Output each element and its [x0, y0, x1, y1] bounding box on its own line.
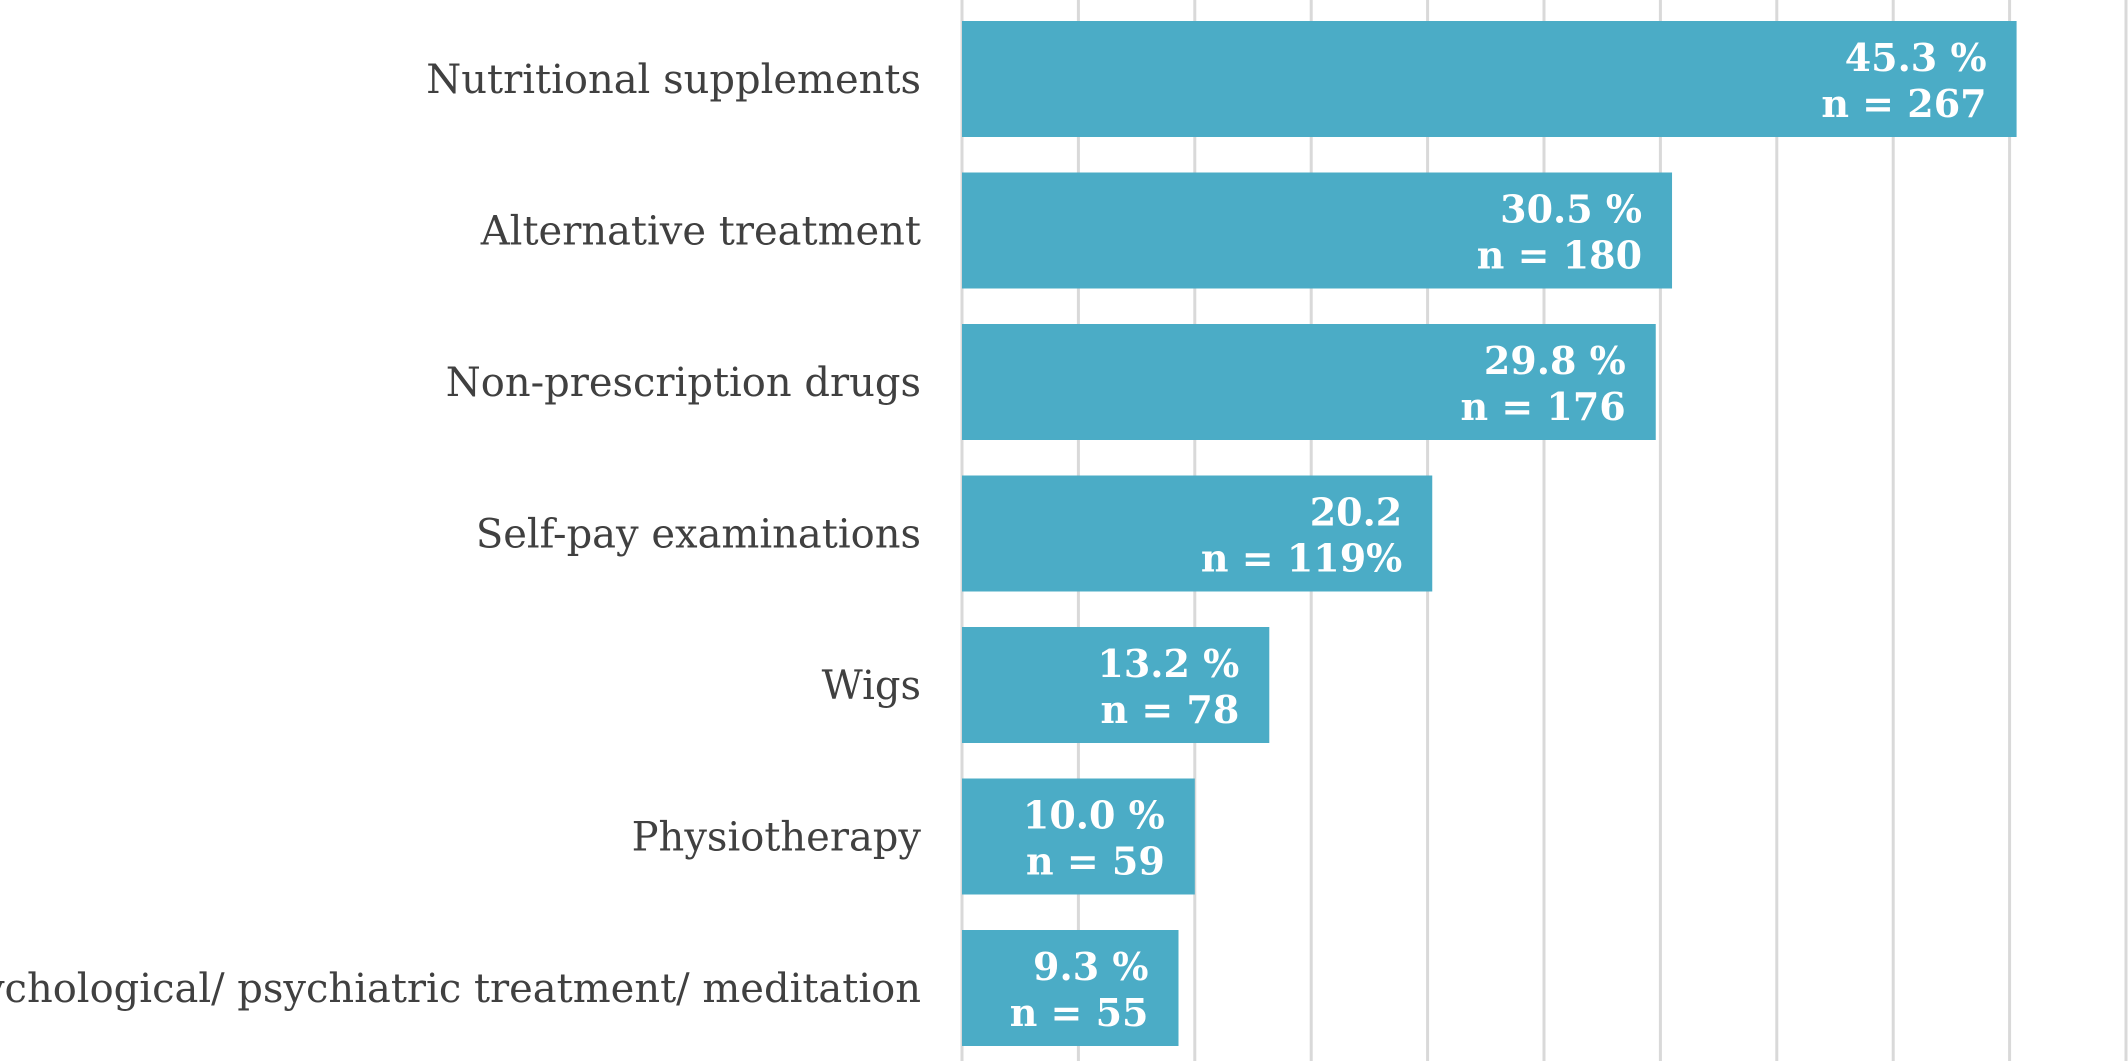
data-label: 9.3 % [1033, 944, 1148, 989]
value-labels: 45.3 %n = 267 30.5 %n = 180 29.8 %n = 176 2… [1010, 35, 1987, 1035]
bar [962, 778, 1195, 895]
category-label: Non-prescription drugs [446, 360, 921, 406]
data-label: 10.0 % [1023, 793, 1165, 838]
bar [962, 172, 1673, 289]
data-label: 13.2 % [1097, 641, 1239, 686]
data-label: 20.2 [1310, 490, 1403, 535]
data-label: 45.3 % [1845, 35, 1987, 80]
data-label: n = 180 [1477, 233, 1642, 278]
category-label: Alternative treatment [480, 209, 921, 255]
data-label: n = 55 [1010, 990, 1149, 1035]
bar [962, 475, 1433, 592]
category-label: Physiotherapy [632, 815, 922, 861]
bar [962, 930, 1179, 1046]
category-label: Wigs [822, 663, 921, 709]
data-label: n = 78 [1100, 687, 1239, 732]
data-label: n = 176 [1460, 384, 1625, 429]
data-label: 30.5 % [1500, 187, 1642, 232]
bar [962, 324, 1656, 440]
bar [962, 627, 1270, 743]
category-label: Psychological/ psychiatric treatment/ me… [0, 966, 921, 1012]
category-label: Nutritional supplements [426, 57, 921, 103]
data-label: n = 119% [1201, 536, 1402, 581]
bar [962, 21, 2017, 137]
category-label: Self-pay examinations [476, 512, 921, 558]
bars [962, 21, 2017, 1046]
data-label: 29.8 % [1484, 338, 1626, 383]
category-labels: Nutritional supplements Alternative treat… [0, 57, 921, 1012]
data-label: n = 267 [1821, 81, 1986, 126]
data-label: n = 59 [1026, 839, 1165, 884]
